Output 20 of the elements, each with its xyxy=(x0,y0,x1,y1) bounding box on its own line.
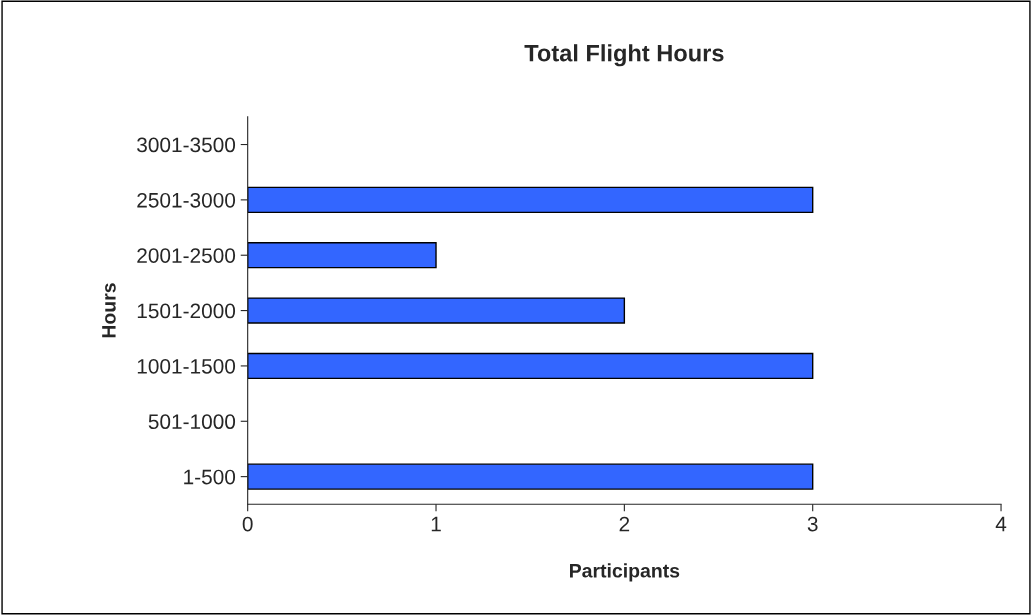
bar xyxy=(247,186,814,214)
x-tick-label: 3 xyxy=(807,516,818,532)
bar xyxy=(247,352,814,380)
x-tick-label: 2 xyxy=(619,516,630,532)
bar xyxy=(247,463,814,490)
y-tick-label: 3001-3500 xyxy=(137,137,236,153)
bar xyxy=(247,242,437,269)
x-tick-label: 1 xyxy=(431,516,441,532)
y-tick-label: 1501-2000 xyxy=(137,303,236,319)
y-tick-label: 1-500 xyxy=(184,469,236,485)
y-axis-title: Hours xyxy=(102,283,116,338)
x-tick-label: 4 xyxy=(995,516,1007,532)
y-tick-label: 501-1000 xyxy=(148,414,236,430)
x-tick-label: 0 xyxy=(242,516,253,532)
chart-title: Total Flight Hours xyxy=(524,44,724,67)
y-tick-label: 2501-3000 xyxy=(137,192,236,208)
y-tick-label: 1001-1500 xyxy=(137,358,236,374)
bar xyxy=(247,297,626,324)
x-axis-title: Participants xyxy=(570,563,680,582)
y-tick-label: 2001-2500 xyxy=(137,248,236,263)
